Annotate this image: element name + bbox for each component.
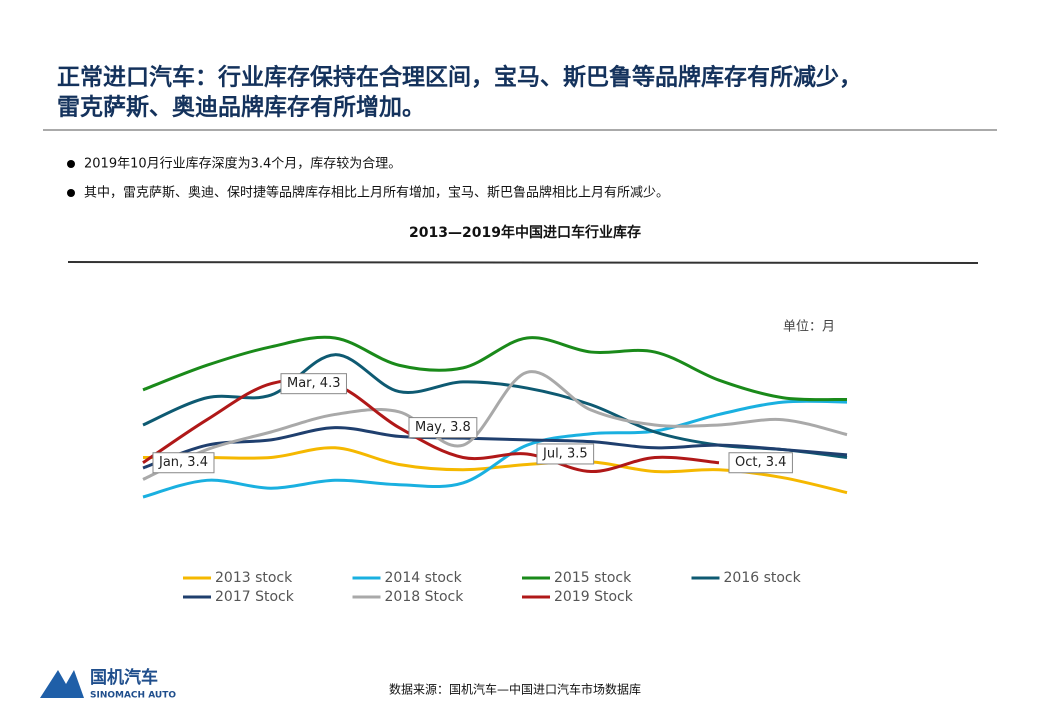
series-line xyxy=(142,370,848,481)
legend-label: 2017 Stock xyxy=(215,589,295,605)
chart-title: 2013—2019年中国进口车行业库存 xyxy=(409,224,641,241)
source: 数据来源：国机汽车—中国进口汽车市场数据库 xyxy=(389,682,641,697)
chart-rule xyxy=(67,261,979,264)
series-line xyxy=(143,446,848,495)
legend-label: 2014 stock xyxy=(385,570,463,586)
series-line xyxy=(142,426,848,470)
data-label-box xyxy=(280,373,347,395)
unit-label: 单位：月 xyxy=(783,320,835,335)
data-label: Jan, 3.4 xyxy=(158,455,208,470)
legend: 2013 stock 2014 stock 2015 stock 2016 stock… xyxy=(183,570,802,605)
data-label: Jul, 3.5 xyxy=(542,446,588,461)
series-line xyxy=(142,335,848,402)
logo-text: 国机汽车 xyxy=(90,667,158,688)
legend-label: 2016 stock xyxy=(724,570,802,586)
bullet: 2019年10月行业库存深度为3.4个月，库存较为合理。 xyxy=(84,156,401,172)
data-label: Oct, 3.4 xyxy=(735,455,786,470)
data-label-box xyxy=(408,417,478,439)
bullet-dot xyxy=(67,189,75,197)
bullet-dot xyxy=(67,160,75,168)
slide-title: 雷克萨斯、奥迪品牌库存有所增加。 xyxy=(57,94,425,121)
legend-label: 2019 Stock xyxy=(554,589,634,605)
logo-sub: SINOMACH AUTO xyxy=(90,691,176,701)
data-label-box xyxy=(152,452,215,474)
data-label-box xyxy=(728,452,793,474)
legend-label: 2013 stock xyxy=(215,570,293,586)
series-line xyxy=(142,377,720,474)
data-label-box xyxy=(536,443,595,465)
data-label: Mar, 4.3 xyxy=(287,376,340,391)
plot: Jan, 3.4 Mar, 4.3 May, 3.8 Jul, 3.5 Oct, 3.4 xyxy=(142,335,848,499)
legend-label: 2018 Stock xyxy=(385,589,465,605)
data-label: May, 3.8 xyxy=(415,420,471,435)
legend-label: 2015 stock xyxy=(554,570,632,586)
bullet: 其中，雷克萨斯、奥迪、保时捷等品牌库存相比上月所有增加，宝马、斯巴鲁品牌相比上月… xyxy=(84,185,669,201)
series-line xyxy=(142,399,848,499)
logo-mark xyxy=(40,670,84,698)
slide-title: 正常进口汽车：行业库存保持在合理区间，宝马、斯巴鲁等品牌库存有所减少， xyxy=(57,64,862,91)
